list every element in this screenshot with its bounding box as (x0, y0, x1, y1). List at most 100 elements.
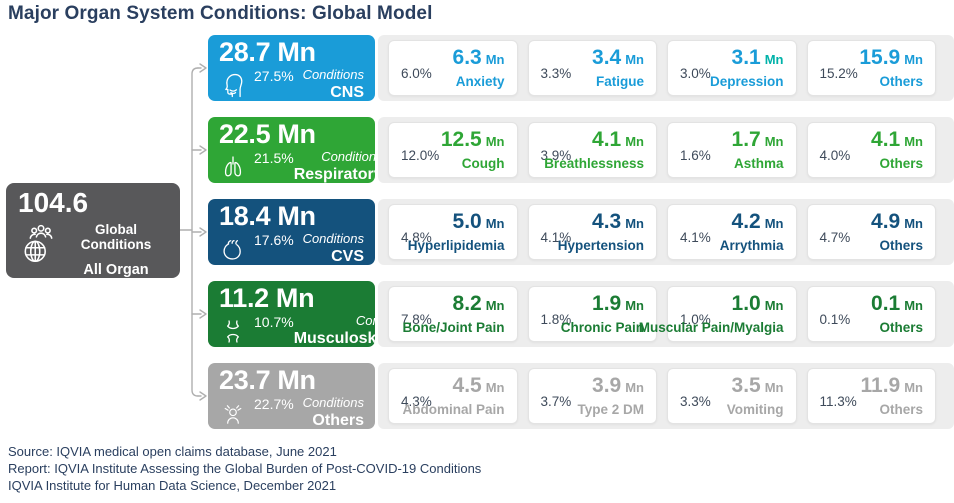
organ-percent: 10.7% (254, 314, 294, 331)
organ-name: Respiratory (293, 166, 375, 183)
conditions-label: Conditions (355, 313, 375, 329)
condition-percent: 3.9% (540, 148, 572, 163)
organ-name: Others (312, 412, 364, 429)
condition-label: Others (879, 320, 923, 335)
condition-percent: 3.3% (540, 66, 572, 81)
condition-unit: Mn (625, 380, 644, 395)
condition-card: 4.0% 4.1 Mn Others (806, 122, 936, 178)
condition-value: 4.1 (871, 128, 901, 151)
condition-unit: Mn (904, 298, 923, 313)
condition-percent: 4.0% (819, 148, 851, 163)
condition-unit: Mn (904, 134, 923, 149)
organ-percent: 21.5% (254, 150, 294, 167)
head-icon (225, 74, 243, 98)
condition-percent: 11.3% (819, 394, 857, 409)
condition-card: 1.8% 1.9 Mn Chronic Pain (527, 286, 657, 342)
condition-label: Breathlessness (544, 156, 644, 171)
condition-card: 4.7% 4.9 Mn Others (806, 204, 936, 260)
organ-box-cvs: 18.4 Mn 17.6% Conditions CVS (208, 199, 375, 265)
condition-unit: Mn (485, 216, 505, 231)
row-musculoskeletal: 11.2Mn 10.7% Conditions Musculoskeletal … (208, 281, 954, 347)
row-others: 23.7 Mn 22.7% Conditions Others 4.3% 4.5 M… (208, 363, 954, 429)
condition-value: 0.1 (871, 292, 901, 315)
person-pain-icon (224, 405, 242, 425)
condition-card: 4.1% 4.2 Mn Arrythmia (667, 204, 797, 260)
condition-label: Depression (709, 74, 784, 89)
condition-value: 4.3 (592, 210, 622, 233)
condition-card: 4.8% 5.0 Mn Hyperlipidemia (388, 204, 518, 260)
total-box: 104.6 Global Conditions All Organ System… (6, 183, 180, 294)
organ-name: Musculoskeletal (293, 330, 375, 347)
people-globe-icon (24, 224, 53, 262)
condition-unit: Mn (625, 298, 644, 313)
condition-label: Abdominal Pain (402, 402, 505, 417)
condition-label: Hyperlipidemia (407, 238, 505, 253)
lungs-icon (224, 156, 242, 177)
condition-percent: 1.8% (540, 312, 572, 327)
organ-box-respiratory: 22.5Mn 21.5% Conditions Respiratory (208, 117, 375, 183)
institute-line: IQVIA Institute for Human Data Science, … (8, 478, 337, 493)
condition-value: 3.4 (592, 46, 622, 69)
total-value: 104.6 (18, 187, 89, 218)
condition-percent: 6.0% (401, 66, 432, 81)
condition-label: Hypertension (557, 238, 644, 253)
condition-unit: Mn (485, 380, 505, 395)
row-respiratory: 22.5Mn 21.5% Conditions Respiratory 12.0… (208, 117, 954, 183)
condition-value: 4.9 (871, 210, 901, 233)
condition-card: 3.0% 3.1 Mn Depression (667, 40, 797, 96)
condition-percent: 3.3% (680, 394, 711, 409)
organ-value: 23.7 Mn (219, 365, 316, 395)
source-line: Source: IQVIA medical open claims databa… (8, 444, 337, 459)
conditions-label: Conditions (302, 395, 364, 411)
page-title: Major Organ System Conditions: Global Mo… (8, 3, 433, 24)
condition-cards-strip: 6.0% 6.3 Mn Anxiety 3.3% 3.4 Mn Fatigue 3.… (378, 35, 954, 101)
condition-unit: Mn (625, 134, 644, 149)
condition-percent: 4.3% (401, 394, 432, 409)
condition-value: 4.5 (452, 374, 482, 397)
condition-cards-strip: 4.8% 5.0 Mn Hyperlipidemia 4.1% 4.3 Mn Hyp… (378, 199, 954, 265)
condition-percent: 3.0% (680, 66, 711, 81)
total-label: Global Conditions (80, 221, 152, 252)
condition-unit: Mn (764, 134, 784, 149)
condition-label: Arrythmia (719, 238, 784, 253)
condition-card: 3.3% 3.4 Mn Fatigue (527, 40, 657, 96)
condition-percent: 3.7% (540, 394, 572, 409)
condition-unit: Mn (485, 298, 505, 313)
condition-card: 11.3% 11.9 Mn Others (806, 368, 936, 424)
heart-icon (223, 240, 241, 260)
condition-unit: Mn (764, 298, 784, 313)
condition-percent: 7.8% (401, 312, 432, 327)
condition-card: 3.3% 3.5 Mn Vomiting (667, 368, 797, 424)
condition-unit: Mn (485, 134, 505, 149)
condition-value: 15.9 (859, 46, 901, 69)
conditions-label: Conditions (321, 149, 375, 165)
organ-value: 28.7 Mn (219, 37, 316, 67)
condition-percent: 4.1% (680, 230, 711, 245)
condition-cards-strip: 12.0% 12.5 Mn Cough 3.9% 4.1 Mn Breathless… (378, 117, 954, 183)
condition-label: Others (879, 402, 923, 417)
organ-name: CNS (330, 84, 364, 101)
row-cns: 28.7 Mn 27.5% Conditions CNS 6.0% 6.3 Mn (208, 35, 954, 101)
organ-box-cns: 28.7 Mn 27.5% Conditions CNS (208, 35, 375, 101)
condition-card: 1.0% 1.0 Mn Muscular Pain/Myalgia (639, 286, 797, 342)
condition-value: 8.2 (452, 292, 482, 315)
condition-label: Bone/Joint Pain (402, 320, 505, 335)
conditions-label: Conditions (302, 231, 364, 247)
condition-card: 4.3% 4.5 Mn Abdominal Pain (388, 368, 518, 424)
condition-unit: Mn (764, 216, 784, 231)
condition-label: Others (879, 238, 923, 253)
condition-unit: Mn (764, 52, 784, 67)
conditions-label: Conditions (302, 67, 364, 83)
condition-label: Others (879, 74, 923, 89)
source-footer: Source: IQVIA medical open claims databa… (8, 443, 481, 494)
condition-value: 4.2 (731, 210, 761, 233)
organ-percent: 22.7% (254, 396, 294, 413)
condition-card: 7.8% 8.2 Mn Bone/Joint Pain (388, 286, 518, 342)
condition-percent: 4.8% (401, 230, 432, 245)
condition-card: 12.0% 12.5 Mn Cough (388, 122, 518, 178)
condition-label: Others (879, 156, 923, 171)
organ-value: 22.5 Mn (219, 119, 316, 149)
condition-unit: Mn (485, 52, 505, 67)
condition-value: 3.5 (731, 374, 761, 397)
